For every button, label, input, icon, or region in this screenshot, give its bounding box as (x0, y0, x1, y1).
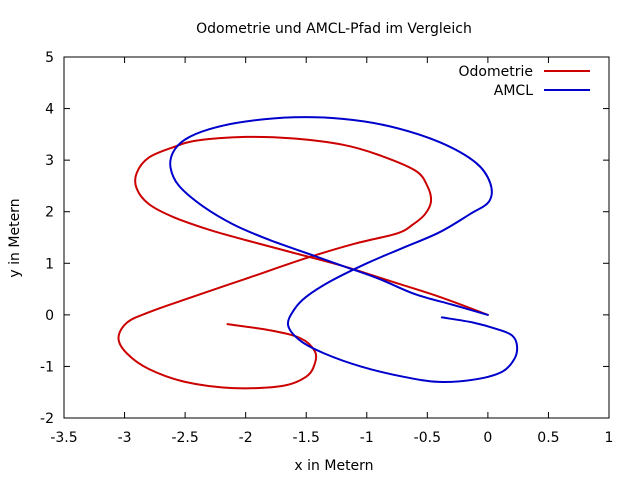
x-tick-label: -2 (239, 430, 253, 446)
y-axis: -2 -1 0 1 2 3 4 5 (40, 50, 609, 427)
y-tick-label: 2 (45, 205, 54, 221)
y-tick-label: 4 (45, 102, 54, 118)
y-tick-label: -1 (40, 359, 54, 375)
series-layer (117, 116, 519, 390)
x-tick-label: 0.5 (537, 430, 559, 446)
legend-label-odometrie: Odometrie (459, 64, 533, 80)
chart-title: Odometrie und AMCL-Pfad im Vergleich (196, 21, 472, 37)
plot-frame (63, 56, 610, 419)
x-tick-label: -1.5 (293, 430, 320, 446)
y-tick-label: 3 (45, 153, 54, 169)
series-line-odometrie (117, 135, 489, 390)
y-tick-label: 5 (45, 50, 54, 66)
series-line-amcl (169, 116, 519, 383)
x-axis-label: x in Metern (294, 458, 373, 474)
legend: Odometrie AMCL (459, 64, 590, 99)
y-tick-label: 1 (45, 256, 54, 272)
x-tick-label: -3 (118, 430, 132, 446)
x-tick-label: 0 (483, 430, 492, 446)
x-tick-label: -2.5 (171, 430, 198, 446)
x-axis: -3.5 -3 -2.5 -2 -1.5 -1 -0.5 0 0.5 1 (50, 57, 613, 446)
y-tick-label: -2 (40, 411, 54, 427)
legend-label-amcl: AMCL (494, 83, 533, 99)
y-tick-label: 0 (45, 308, 54, 324)
x-tick-label: -0.5 (414, 430, 441, 446)
x-tick-label: -1 (360, 430, 374, 446)
y-axis-label: y in Metern (7, 198, 23, 277)
x-tick-label: -3.5 (50, 430, 77, 446)
x-tick-label: 1 (605, 430, 614, 446)
